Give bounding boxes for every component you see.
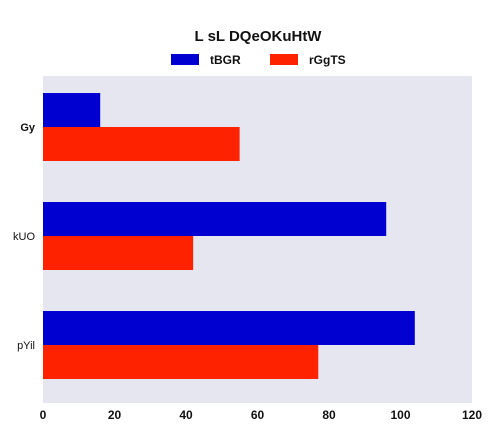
x-tick-20: 20 [108,408,122,422]
legend-swatch-rGgTS [270,54,298,65]
bar-tBGR-Gy [43,93,101,127]
legend-swatch-tBGR [171,54,199,65]
bar-tBGR-pYil [43,311,415,345]
x-tick-80: 80 [322,408,336,422]
x-tick-0: 0 [40,408,47,422]
x-tick-40: 40 [179,408,193,422]
chart-title: L sL DQeOKuHtW [195,28,323,45]
bars-group [43,93,415,379]
y-label-kUO: kUO [13,231,35,243]
legend-label-rGgTS: rGgTS [309,53,346,67]
legend-label-tBGR: tBGR [210,53,241,67]
x-axis-ticks: 0 20 40 60 80 100 120 [40,408,483,422]
y-label-Gy: Gy [20,122,36,134]
y-label-pYil: pYil [17,340,35,352]
y-axis-labels: Gy kUO pYil [13,122,36,352]
bar-rGgTS-pYil [43,345,319,379]
bar-rGgTS-Gy [43,127,240,161]
x-tick-120: 120 [462,408,482,422]
bar-rGgTS-kUO [43,236,194,270]
bar-tBGR-kUO [43,202,387,236]
x-tick-60: 60 [251,408,265,422]
legend: tBGR rGgTS [171,53,346,67]
x-tick-100: 100 [390,408,410,422]
